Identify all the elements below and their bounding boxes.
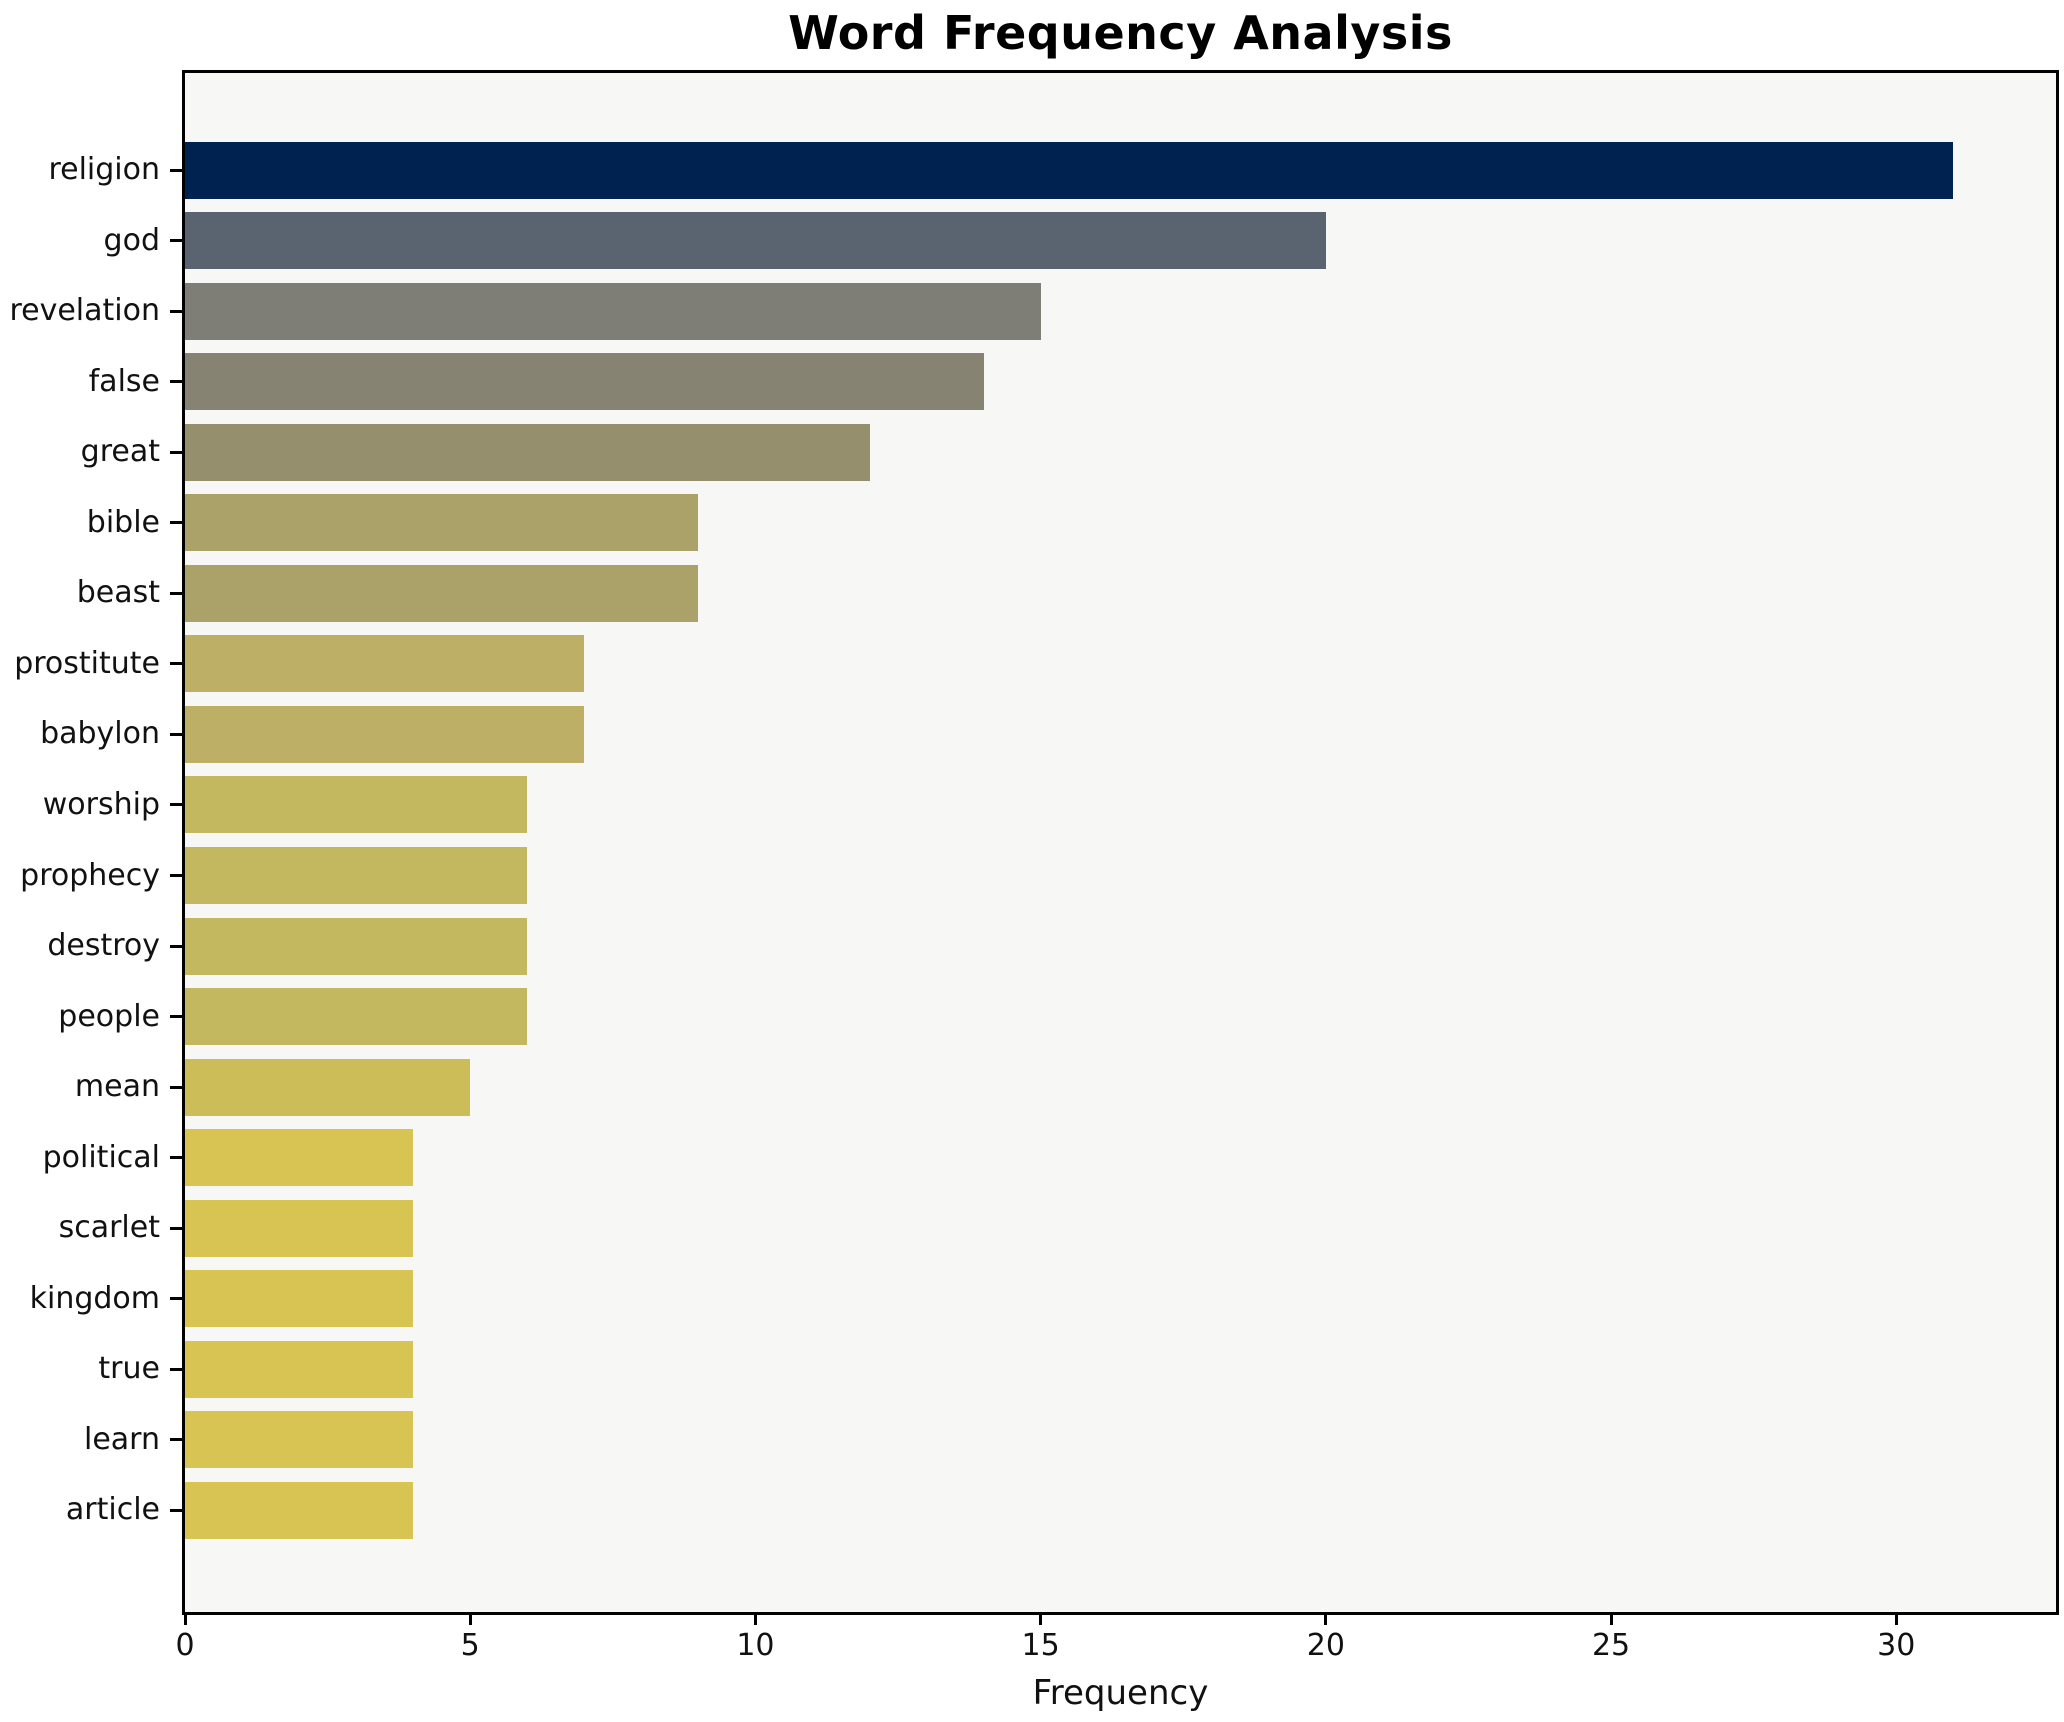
y-tick-mark-destroy	[170, 944, 183, 948]
y-tick-label-true: true	[98, 1351, 160, 1387]
y-tick-mark-article	[170, 1508, 183, 1512]
bar-mean	[185, 1058, 471, 1116]
y-tick-label-bible: bible	[86, 504, 160, 540]
bar-destroy	[185, 917, 528, 975]
y-tick-mark-kingdom	[170, 1297, 183, 1301]
y-tick-label-worship: worship	[42, 786, 160, 822]
x-tick-label-30: 30	[1877, 1628, 1916, 1663]
x-tick-mark-20	[1324, 1612, 1328, 1625]
y-tick-label-revelation: revelation	[9, 293, 160, 329]
y-tick-mark-prostitute	[170, 662, 183, 666]
x-tick-mark-30	[1894, 1612, 1898, 1625]
y-tick-label-article: article	[65, 1492, 160, 1528]
x-tick-mark-25	[1609, 1612, 1613, 1625]
bar-prostitute	[185, 635, 585, 693]
y-tick-label-prostitute: prostitute	[14, 645, 160, 681]
x-tick-mark-0	[183, 1612, 187, 1625]
y-tick-label-beast: beast	[76, 575, 160, 611]
chart-title: Word Frequency Analysis	[788, 6, 1453, 60]
y-tick-mark-revelation	[170, 309, 183, 313]
x-tick-label-0: 0	[175, 1628, 195, 1663]
y-tick-mark-babylon	[170, 732, 183, 736]
y-tick-label-god: god	[103, 222, 160, 258]
y-tick-label-destroy: destroy	[47, 928, 160, 964]
bar-bible	[185, 494, 699, 552]
y-tick-mark-beast	[170, 591, 183, 595]
y-tick-mark-religion	[170, 168, 183, 172]
x-tick-label-20: 20	[1306, 1628, 1345, 1663]
bar-article	[185, 1481, 414, 1539]
bar-revelation	[185, 282, 1041, 340]
y-tick-label-kingdom: kingdom	[29, 1280, 160, 1316]
bar-scarlet	[185, 1199, 414, 1257]
y-tick-mark-scarlet	[170, 1226, 183, 1230]
x-tick-mark-15	[1039, 1612, 1043, 1625]
bar-beast	[185, 564, 699, 622]
y-tick-label-political: political	[42, 1139, 160, 1175]
y-tick-label-prophecy: prophecy	[20, 857, 160, 893]
bar-kingdom	[185, 1270, 414, 1328]
x-tick-mark-10	[753, 1612, 757, 1625]
y-tick-mark-great	[170, 450, 183, 454]
y-tick-mark-mean	[170, 1085, 183, 1089]
y-tick-mark-learn	[170, 1438, 183, 1442]
bar-prophecy	[185, 847, 528, 904]
y-tick-label-religion: religion	[48, 152, 160, 187]
y-tick-mark-true	[170, 1367, 183, 1371]
bar-people	[185, 988, 528, 1046]
bar-true	[185, 1340, 414, 1398]
y-tick-mark-prophecy	[170, 874, 183, 877]
bar-political	[185, 1129, 414, 1187]
x-tick-label-5: 5	[460, 1628, 480, 1663]
x-tick-mark-5	[468, 1612, 472, 1625]
bar-false	[185, 353, 984, 411]
y-tick-label-learn: learn	[84, 1421, 160, 1457]
bar-religion	[185, 141, 1954, 199]
y-tick-mark-political	[170, 1156, 183, 1160]
x-tick-label-15: 15	[1021, 1628, 1060, 1663]
y-tick-label-great: great	[80, 434, 160, 470]
y-tick-label-false: false	[88, 363, 160, 399]
y-tick-label-scarlet: scarlet	[58, 1210, 160, 1246]
y-tick-mark-false	[170, 380, 183, 384]
y-tick-mark-people	[170, 1015, 183, 1019]
y-tick-mark-worship	[170, 803, 183, 807]
y-tick-mark-god	[170, 239, 183, 243]
bar-learn	[185, 1411, 414, 1469]
x-tick-label-10: 10	[736, 1628, 775, 1663]
y-tick-label-mean: mean	[74, 1069, 160, 1105]
x-axis-label: Frequency	[1032, 1673, 1209, 1713]
bar-babylon	[185, 705, 585, 763]
y-tick-label-people: people	[58, 998, 160, 1034]
y-tick-mark-bible	[170, 521, 183, 525]
x-tick-label-25: 25	[1591, 1628, 1631, 1663]
bar-god	[185, 212, 1326, 270]
bar-great	[185, 423, 870, 481]
bar-worship	[185, 776, 528, 834]
y-tick-label-babylon: babylon	[40, 716, 160, 752]
